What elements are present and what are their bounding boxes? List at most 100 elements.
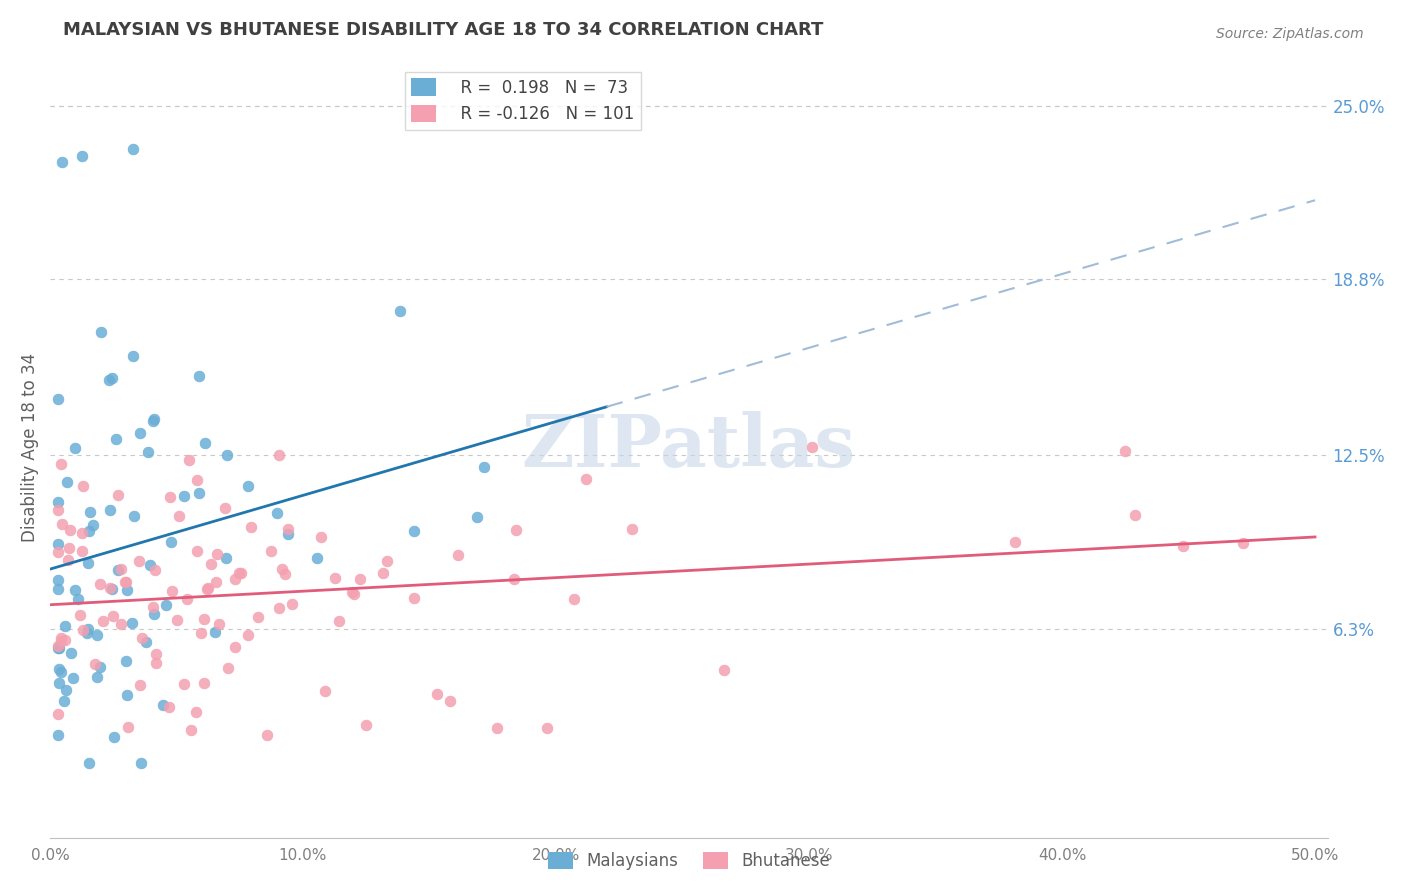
- Point: [79, 505, 101, 519]
- Point: [51, 155, 73, 169]
- Point: [82, 518, 104, 533]
- Point: [117, 582, 139, 597]
- Point: [69, 608, 91, 623]
- Point: [160, 583, 183, 598]
- Point: [89, 577, 111, 591]
- Point: [188, 485, 211, 500]
- Point: [90, 325, 112, 339]
- Legend: Malaysians, Bhutanese: Malaysians, Bhutanese: [541, 846, 837, 877]
- Point: [86, 669, 108, 683]
- Point: [53, 633, 76, 648]
- Point: [188, 368, 211, 383]
- Point: [239, 520, 262, 534]
- Point: [128, 554, 150, 568]
- Point: [180, 723, 202, 738]
- Point: [323, 571, 346, 585]
- Point: [63, 582, 86, 597]
- Point: [205, 548, 228, 562]
- Point: [46, 503, 69, 517]
- Point: [51, 516, 73, 531]
- Point: [46, 639, 69, 653]
- Point: [340, 585, 363, 599]
- Point: [145, 647, 167, 661]
- Point: [486, 722, 509, 736]
- Point: [214, 500, 236, 515]
- Point: [159, 534, 181, 549]
- Point: [139, 558, 162, 572]
- Point: [100, 582, 122, 597]
- Point: [114, 654, 136, 668]
- Point: [77, 557, 100, 571]
- Point: [98, 503, 121, 517]
- Point: [155, 598, 177, 612]
- Point: [373, 566, 395, 580]
- Point: [349, 572, 371, 586]
- Point: [167, 509, 190, 524]
- Point: [277, 522, 299, 536]
- Point: [269, 448, 291, 462]
- Point: [46, 392, 69, 406]
- Point: [77, 623, 100, 637]
- Point: [46, 641, 69, 656]
- Point: [247, 610, 270, 624]
- Point: [110, 561, 132, 575]
- Point: [98, 581, 121, 595]
- Point: [1232, 535, 1254, 549]
- Point: [46, 574, 69, 588]
- Point: [1004, 534, 1026, 549]
- Point: [122, 349, 145, 363]
- Point: [801, 440, 824, 454]
- Point: [131, 631, 153, 645]
- Point: [1173, 539, 1195, 553]
- Point: [195, 582, 218, 596]
- Point: [314, 684, 336, 698]
- Text: MALAYSIAN VS BHUTANESE DISABILITY AGE 18 TO 34 CORRELATION CHART: MALAYSIAN VS BHUTANESE DISABILITY AGE 18…: [63, 21, 823, 39]
- Point: [575, 472, 598, 486]
- Point: [176, 591, 198, 606]
- Point: [51, 632, 73, 646]
- Point: [472, 459, 495, 474]
- Point: [107, 563, 129, 577]
- Point: [65, 441, 87, 455]
- Point: [228, 566, 250, 580]
- Point: [49, 457, 72, 471]
- Point: [55, 475, 77, 489]
- Point: [89, 660, 111, 674]
- Point: [59, 524, 82, 538]
- Point: [51, 634, 73, 648]
- Point: [72, 624, 94, 638]
- Point: [142, 414, 165, 428]
- Point: [505, 523, 527, 537]
- Point: [280, 597, 302, 611]
- Point: [173, 677, 195, 691]
- Point: [129, 425, 152, 440]
- Point: [76, 626, 98, 640]
- Point: [1125, 508, 1147, 522]
- Point: [621, 522, 644, 536]
- Point: [166, 613, 188, 627]
- Point: [46, 706, 69, 721]
- Point: [467, 510, 489, 524]
- Point: [375, 554, 398, 568]
- Point: [135, 634, 157, 648]
- Point: [79, 524, 101, 538]
- Point: [53, 619, 76, 633]
- Point: [142, 600, 165, 615]
- Point: [193, 676, 215, 690]
- Point: [60, 646, 83, 660]
- Point: [62, 671, 84, 685]
- Point: [142, 412, 165, 426]
- Point: [72, 478, 94, 492]
- Point: [86, 628, 108, 642]
- Point: [229, 566, 252, 580]
- Point: [1114, 443, 1136, 458]
- Point: [122, 508, 145, 523]
- Y-axis label: Disability Age 18 to 34: Disability Age 18 to 34: [21, 352, 39, 541]
- Point: [305, 550, 328, 565]
- Point: [713, 663, 735, 677]
- Point: [309, 530, 332, 544]
- Point: [343, 587, 366, 601]
- Point: [46, 536, 69, 550]
- Point: [271, 561, 294, 575]
- Point: [110, 617, 132, 632]
